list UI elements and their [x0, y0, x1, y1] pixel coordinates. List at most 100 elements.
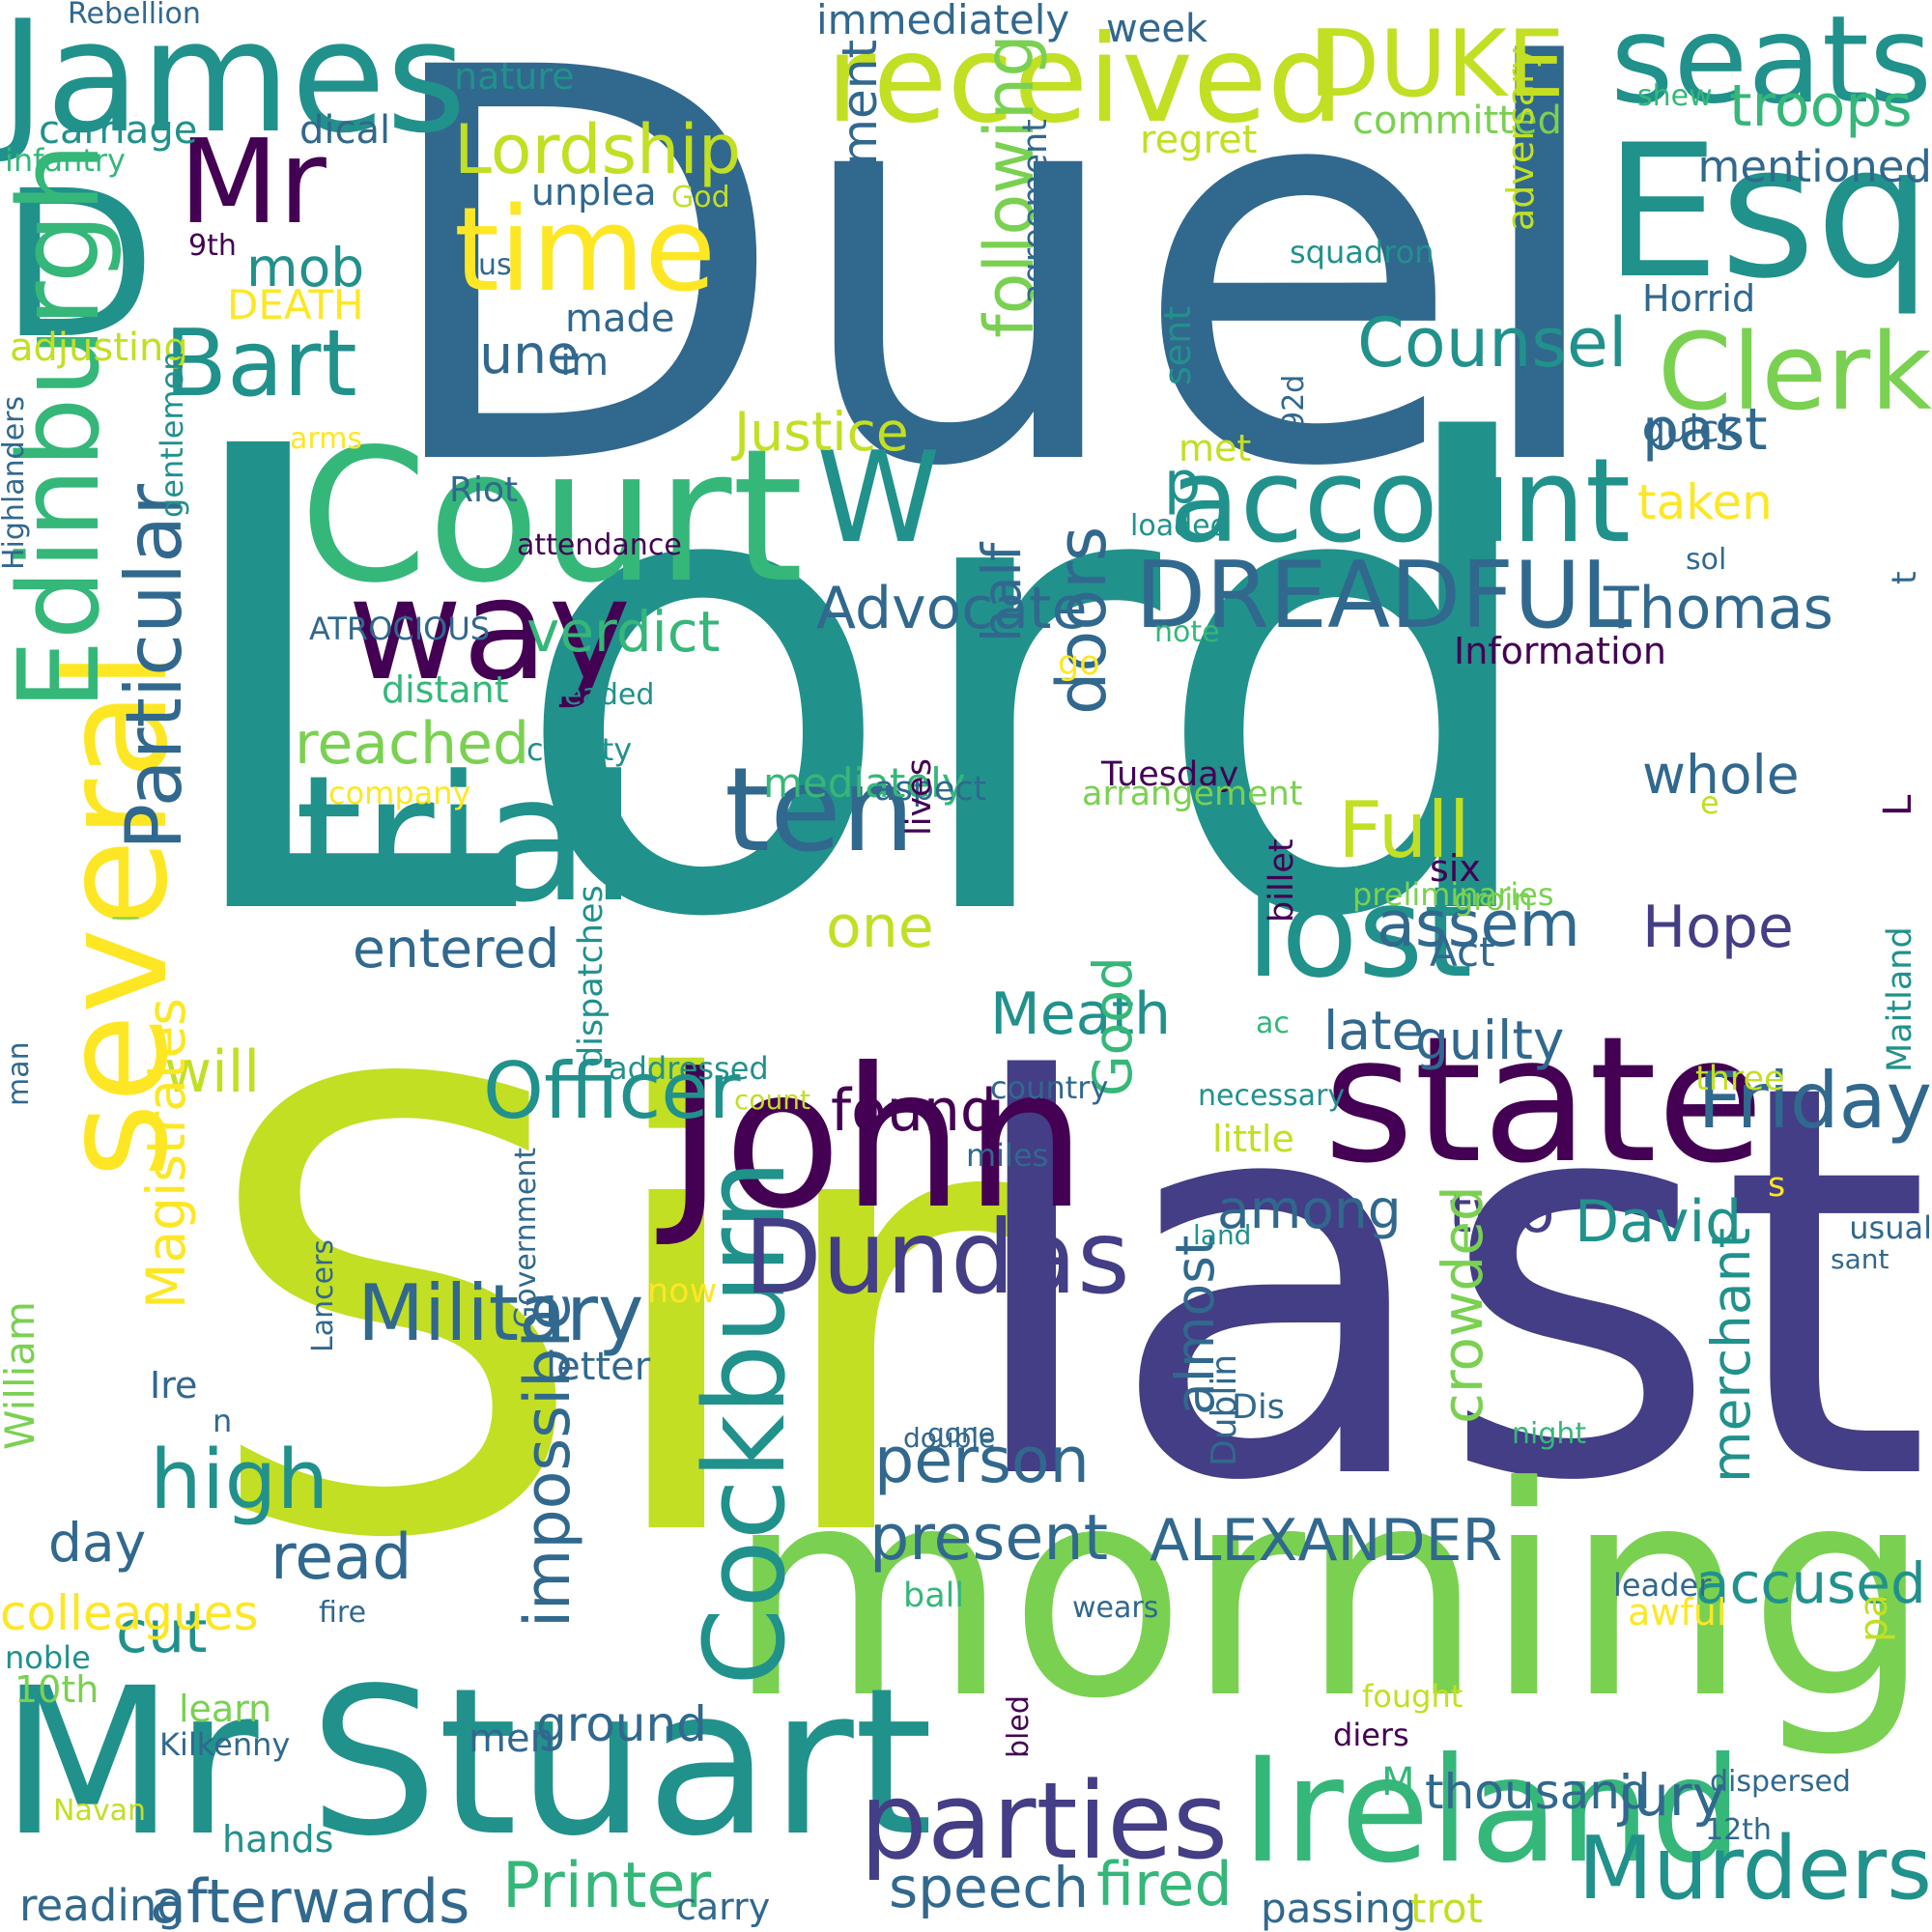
word-40: Friday	[1697, 1056, 1932, 1146]
word-66: accused	[1695, 1550, 1926, 1616]
word-167: letter	[546, 1345, 651, 1389]
word-11: ten	[724, 744, 915, 878]
word-189: M	[1381, 1760, 1415, 1804]
word-55: mentioned	[1697, 141, 1932, 192]
word-140: lives	[900, 758, 939, 836]
word-163: Government	[509, 1147, 543, 1328]
word-134: six	[1430, 847, 1481, 890]
word-65: impossible	[512, 1292, 584, 1628]
word-113: Riot	[449, 470, 519, 510]
word-98: us	[478, 248, 512, 282]
word-127: county	[526, 731, 633, 768]
word-54: troops	[1729, 72, 1913, 140]
word-84: mediately	[763, 759, 966, 807]
word-174: ball	[903, 1577, 965, 1615]
word-142: Meath	[990, 980, 1172, 1048]
word-145: Maitland	[1881, 926, 1919, 1072]
word-188: diers	[1333, 1717, 1409, 1753]
word-151: necessary	[1198, 1079, 1346, 1113]
word-183: learn	[179, 1688, 272, 1730]
word-9: Court	[299, 410, 804, 623]
word-61: among	[1217, 1179, 1402, 1240]
word-128: company	[328, 775, 471, 811]
word-6: state	[1323, 1000, 1764, 1202]
word-177: pa	[1852, 1594, 1896, 1642]
word-133: assem	[1377, 889, 1580, 961]
word-102: committed	[1352, 99, 1562, 143]
word-158: sant	[1831, 1243, 1889, 1275]
word-155: little	[1212, 1118, 1294, 1160]
word-32: Bart	[164, 311, 357, 417]
word-0: Lord	[164, 314, 1554, 1057]
word-94: DEATH	[227, 281, 364, 328]
word-141: —	[111, 900, 140, 934]
word-120: Highlanders	[0, 395, 31, 570]
word-165: now	[647, 1272, 718, 1311]
word-33: DUKE	[1309, 12, 1566, 118]
word-194: carry	[676, 1886, 771, 1928]
word-60: David	[1575, 1188, 1743, 1256]
word-91: dical	[299, 108, 391, 153]
word-48: Printer	[502, 1850, 712, 1922]
word-195: passing	[1261, 1885, 1417, 1932]
word-19: lost	[1246, 859, 1473, 1006]
word-184: Kilkenny	[159, 1726, 291, 1763]
word-100: im	[560, 340, 610, 384]
word-193: hands	[222, 1818, 334, 1861]
word-118: t	[1886, 571, 1924, 584]
word-181: wears	[1072, 1591, 1159, 1625]
word-90: carriage	[39, 108, 198, 153]
word-70: reading	[19, 1880, 185, 1931]
word-111: half	[971, 542, 1033, 642]
word-107: agreement	[1016, 119, 1055, 304]
word-35: Counsel	[1357, 303, 1628, 383]
word-72: day	[48, 1512, 147, 1574]
word-104: squadron	[1290, 234, 1435, 270]
word-103: shew	[1637, 79, 1713, 113]
word-25: parties	[860, 1759, 1229, 1883]
word-138: groin	[1454, 881, 1533, 918]
word-162: William	[0, 1301, 43, 1450]
word-109: 92d	[1277, 374, 1311, 430]
word-28: Murders	[1577, 1818, 1932, 1919]
word-124: Information	[1454, 630, 1666, 672]
word-126: headed	[546, 678, 655, 712]
word-156: s	[1768, 1166, 1786, 1205]
word-135: L	[1876, 794, 1920, 816]
word-116: sol	[1686, 543, 1727, 577]
word-99: made	[565, 297, 675, 341]
word-123: note	[1154, 615, 1220, 649]
word-1: Duel	[372, 0, 1615, 585]
word-176: awful	[1628, 1591, 1727, 1634]
word-31: DREADFUL	[1135, 543, 1633, 649]
word-160: land	[1193, 1219, 1252, 1251]
word-175: leader	[1613, 1567, 1712, 1604]
word-146: man	[2, 1041, 36, 1106]
word-5: John	[667, 1027, 1087, 1252]
word-74: entered	[353, 918, 560, 980]
word-69: ground	[536, 1696, 707, 1752]
word-21: seats	[1610, 0, 1932, 130]
word-178: colleagues	[0, 1585, 259, 1641]
word-3: last	[955, 970, 1932, 1600]
word-87: week	[1106, 7, 1208, 51]
word-63: crowded	[1430, 1185, 1495, 1424]
word-130: Tuesday	[1101, 755, 1239, 794]
word-164: Lancers	[306, 1238, 340, 1352]
word-180: noble	[5, 1639, 91, 1676]
word-71: cut	[116, 1599, 208, 1666]
word-139: Act	[1430, 928, 1495, 976]
word-52: present	[869, 1502, 1109, 1575]
word-8: Stuart	[309, 1644, 934, 1881]
word-192: Navan	[53, 1794, 146, 1828]
word-50: speech	[889, 1855, 1090, 1920]
word-95: adjusting	[10, 326, 188, 370]
word-97: God	[671, 181, 730, 214]
word-47: high	[150, 1433, 329, 1528]
word-51: fired	[1096, 1849, 1233, 1919]
word-106: adversary	[1499, 46, 1542, 231]
word-75: reached	[295, 710, 530, 778]
word-191: 12th	[1705, 1813, 1772, 1847]
word-159: miles	[966, 1137, 1049, 1174]
